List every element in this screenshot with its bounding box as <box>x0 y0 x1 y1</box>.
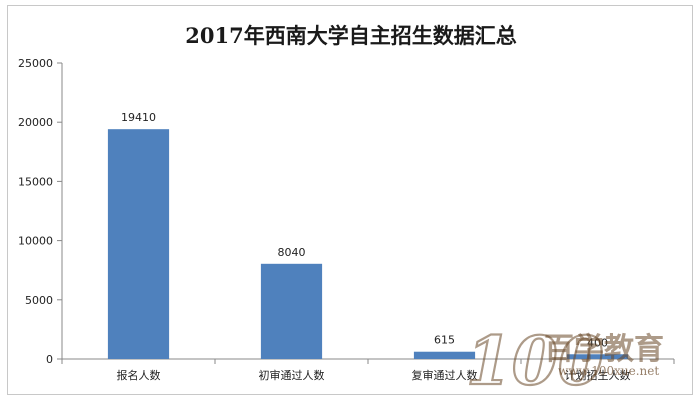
bar <box>413 351 476 359</box>
data-label: 8040 <box>278 246 306 259</box>
y-tick-label: 20000 <box>18 116 53 129</box>
y-tick-label: 0 <box>46 353 53 366</box>
x-tick-label: 报名人数 <box>117 368 161 382</box>
y-tick-label: 25000 <box>18 57 53 70</box>
watermark-logo: 100 百学教育 www.100xue.net <box>465 321 664 396</box>
bar <box>566 354 629 359</box>
chart-frame: 2017年西南大学自主招生数据汇总 0 5000 10000 15000 20000 25… <box>7 5 693 396</box>
data-label: 19410 <box>121 111 156 124</box>
chart-bars <box>107 129 629 359</box>
watermark-url: www.100xue.net <box>558 364 659 378</box>
y-tick-label: 10000 <box>18 235 53 248</box>
x-tick-label: 复审通过人数 <box>412 368 478 382</box>
bar <box>260 263 323 359</box>
chart-title: 2017年西南大学自主招生数据汇总 <box>185 23 516 48</box>
bar-chart: 2017年西南大学自主招生数据汇总 0 5000 10000 15000 20000 25… <box>18 23 675 396</box>
x-tick-label: 初审通过人数 <box>259 368 325 382</box>
x-tick-label: 计划招生人数 <box>565 368 631 382</box>
watermark-chinese: 百学教育 <box>544 332 664 367</box>
chart-labels: 19410 报名人数 8040 初审通过人数 615 复审通过人数 400 计划招生人数 <box>117 111 631 382</box>
y-tick-label: 5000 <box>25 294 53 307</box>
data-label: 400 <box>587 336 608 349</box>
bar <box>107 129 170 359</box>
watermark-number: 100 <box>466 322 604 396</box>
data-label: 615 <box>434 334 455 347</box>
y-tick-label: 15000 <box>18 175 53 188</box>
